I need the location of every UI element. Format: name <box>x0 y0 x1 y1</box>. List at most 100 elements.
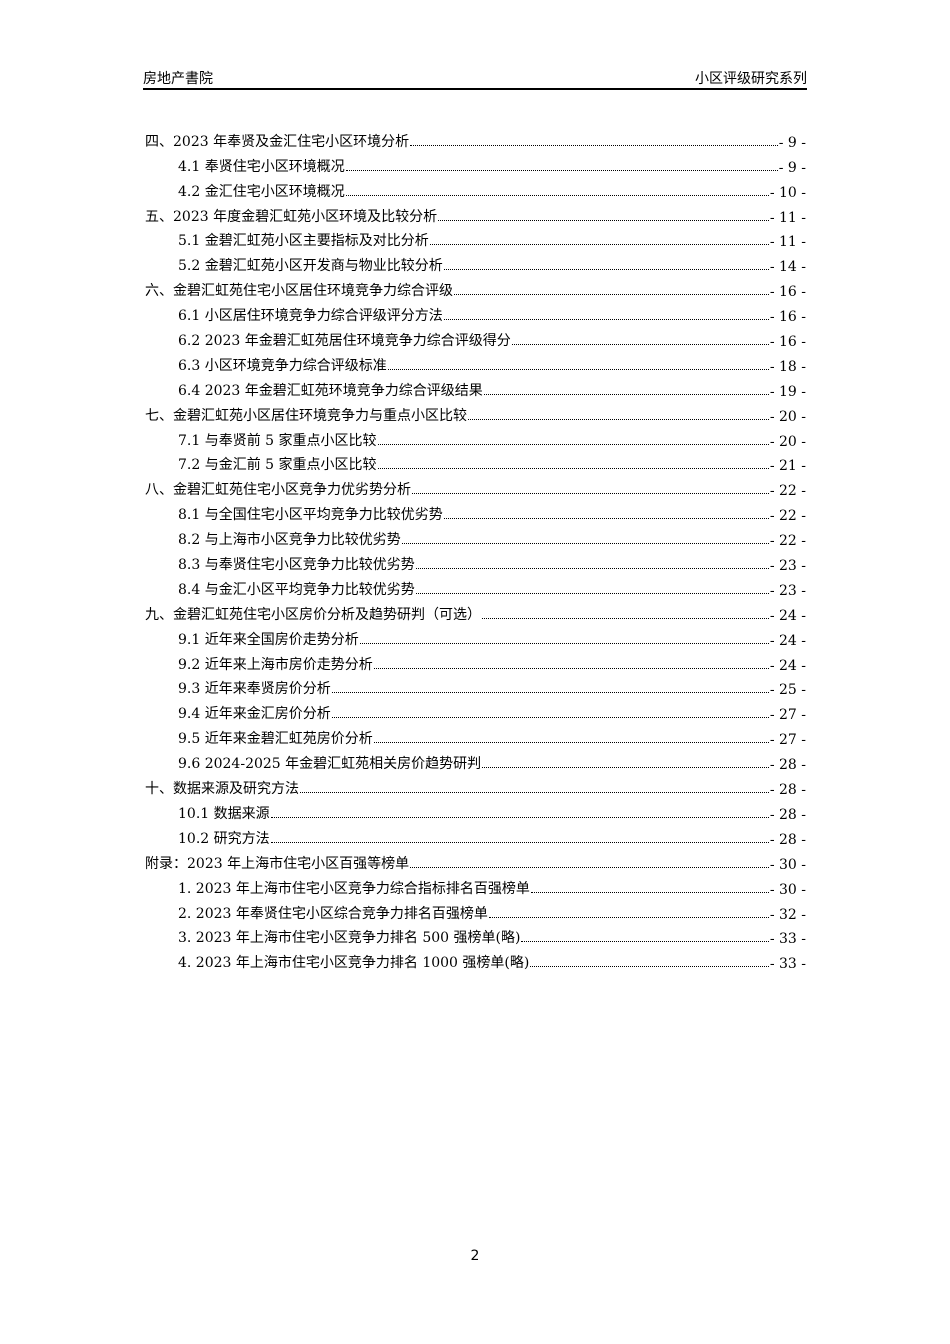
table-of-contents: 四、2023 年奉贤及金汇住宅小区环境分析 - 9 -4.1 奉贤住宅小区环境概况… <box>145 126 806 972</box>
toc-entry-title: 9.1 近年来全国房价走势分析 <box>178 631 359 648</box>
toc-entry-page: - 16 - <box>769 334 806 351</box>
toc-entry[interactable]: 8.2 与上海市小区竞争力比较优劣势 - 22 - <box>145 524 806 549</box>
toc-entry[interactable]: 四、2023 年奉贤及金汇住宅小区环境分析 - 9 - <box>145 126 806 151</box>
toc-entry[interactable]: 9.1 近年来全国房价走势分析 - 24 - <box>145 624 806 649</box>
toc-entry-page: - 19 - <box>769 383 806 400</box>
toc-entry-title: 9.2 近年来上海市房价走势分析 <box>178 656 373 673</box>
toc-entry-page: - 20 - <box>769 433 806 450</box>
toc-entry-page: - 14 - <box>769 259 806 276</box>
toc-entry-page: - 11 - <box>769 209 806 226</box>
toc-entry-page: - 9 - <box>778 134 806 151</box>
toc-entry-title: 5.2 金碧汇虹苑小区开发商与物业比较分析 <box>178 258 443 275</box>
toc-entry[interactable]: 7.1 与奉贤前 5 家重点小区比较 - 20 - <box>145 425 806 450</box>
toc-entry-title: 9.6 2024-2025 年金碧汇虹苑相关房价趋势研判 <box>178 756 482 773</box>
toc-entry[interactable]: 9.4 近年来金汇房价分析 - 27 - <box>145 698 806 723</box>
toc-entry[interactable]: 9.6 2024-2025 年金碧汇虹苑相关房价趋势研判 - 28 - <box>145 748 806 773</box>
page-number: 2 <box>470 1248 480 1264</box>
toc-entry-title: 四、2023 年奉贤及金汇住宅小区环境分析 <box>145 133 410 150</box>
toc-entry-title: 6.4 2023 年金碧汇虹苑环境竞争力综合评级结果 <box>178 382 483 399</box>
toc-dot-leader <box>331 717 769 719</box>
toc-entry[interactable]: 九、金碧汇虹苑住宅小区房价分析及趋势研判（可选） - 24 - <box>145 599 806 624</box>
toc-entry[interactable]: 十、数据来源及研究方法 - 28 - <box>145 773 806 798</box>
toc-entry[interactable]: 5.1 金碧汇虹苑小区主要指标及对比分析 - 11 - <box>145 226 806 251</box>
toc-dot-leader <box>482 767 769 769</box>
toc-entry-page: - 28 - <box>769 782 806 799</box>
toc-dot-leader <box>521 941 769 943</box>
toc-entry[interactable]: 10.2 研究方法 - 28 - <box>145 823 806 848</box>
toc-entry-title: 7.1 与奉贤前 5 家重点小区比较 <box>178 432 377 449</box>
toc-entry-page: - 27 - <box>769 732 806 749</box>
toc-entry-title: 十、数据来源及研究方法 <box>145 781 299 798</box>
toc-entry[interactable]: 9.5 近年来金碧汇虹苑房价分析 - 27 - <box>145 723 806 748</box>
toc-entry[interactable]: 六、金碧汇虹苑住宅小区居住环境竞争力综合评级 - 16 - <box>145 275 806 300</box>
toc-dot-leader <box>412 493 769 495</box>
toc-entry[interactable]: 8.4 与金汇小区平均竞争力比较优劣势 - 23 - <box>145 574 806 599</box>
toc-dot-leader <box>483 393 769 395</box>
toc-dot-leader <box>482 617 769 619</box>
toc-entry[interactable]: 8.3 与奉贤住宅小区竞争力比较优劣势 - 23 - <box>145 549 806 574</box>
header-series: 小区评级研究系列 <box>695 71 807 87</box>
toc-dot-leader <box>373 742 769 744</box>
toc-dot-leader <box>468 418 769 420</box>
toc-entry[interactable]: 4.1 奉贤住宅小区环境概况 - 9 - <box>145 151 806 176</box>
toc-dot-leader <box>401 543 769 545</box>
toc-entry-title: 6.1 小区居住环境竞争力综合评级评分方法 <box>178 308 443 325</box>
toc-entry-title: 4.1 奉贤住宅小区环境概况 <box>178 158 345 175</box>
toc-entry[interactable]: 八、金碧汇虹苑住宅小区竞争力优劣势分析 - 22 - <box>145 474 806 499</box>
toc-dot-leader <box>443 269 769 271</box>
toc-entry[interactable]: 9.2 近年来上海市房价走势分析 - 24 - <box>145 649 806 674</box>
toc-dot-leader <box>415 568 769 570</box>
toc-entry[interactable]: 3. 2023 年上海市住宅小区竞争力排名 500 强榜单(略) - 33 - <box>145 923 806 947</box>
toc-entry-title: 8.1 与全国住宅小区平均竞争力比较优劣势 <box>178 507 443 524</box>
toc-entry-title: 5.1 金碧汇虹苑小区主要指标及对比分析 <box>178 233 429 250</box>
toc-entry[interactable]: 6.1 小区居住环境竞争力综合评级评分方法 - 16 - <box>145 300 806 325</box>
toc-entry-page: - 9 - <box>778 159 806 176</box>
toc-dot-leader <box>410 144 778 146</box>
toc-entry-title: 6.3 小区环境竞争力综合评级标准 <box>178 357 387 374</box>
toc-entry-title: 五、2023 年度金碧汇虹苑小区环境及比较分析 <box>145 208 438 225</box>
toc-entry-title: 九、金碧汇虹苑住宅小区房价分析及趋势研判（可选） <box>145 606 481 623</box>
toc-entry[interactable]: 1. 2023 年上海市住宅小区竞争力综合指标排名百强榜单 - 30 - <box>145 873 806 898</box>
toc-entry-page: - 23 - <box>769 558 806 575</box>
toc-dot-leader <box>410 866 769 868</box>
toc-dot-leader <box>530 891 769 893</box>
toc-dot-leader <box>429 244 769 246</box>
toc-entry[interactable]: 8.1 与全国住宅小区平均竞争力比较优劣势 - 22 - <box>145 499 806 524</box>
toc-entry-title: 八、金碧汇虹苑住宅小区竞争力优劣势分析 <box>145 482 411 499</box>
toc-dot-leader <box>377 443 769 445</box>
toc-entry[interactable]: 七、金碧汇虹苑小区居住环境竞争力与重点小区比较 - 20 - <box>145 400 806 425</box>
toc-entry[interactable]: 4.2 金汇住宅小区环境概况 - 10 - <box>145 176 806 201</box>
toc-entry[interactable]: 附录：2023 年上海市住宅小区百强等榜单 - 30 - <box>145 848 806 873</box>
toc-entry[interactable]: 五、2023 年度金碧汇虹苑小区环境及比较分析 - 11 - <box>145 201 806 226</box>
toc-entry-page: - 18 - <box>769 358 806 375</box>
toc-entry-title: 4. 2023 年上海市住宅小区竞争力排名 1000 强榜单(略) <box>178 955 530 972</box>
toc-entry[interactable]: 6.3 小区环境竞争力综合评级标准 - 18 - <box>145 350 806 375</box>
toc-entry-page: - 22 - <box>769 508 806 525</box>
toc-entry[interactable]: 6.2 2023 年金碧汇虹苑居住环境竞争力综合评级得分 - 16 - <box>145 325 806 350</box>
toc-entry-title: 9.5 近年来金碧汇虹苑房价分析 <box>178 731 373 748</box>
toc-entry-title: 七、金碧汇虹苑小区居住环境竞争力与重点小区比较 <box>145 407 467 424</box>
toc-entry-title: 2. 2023 年奉贤住宅小区综合竞争力排名百强榜单 <box>178 905 488 922</box>
toc-dot-leader <box>331 692 769 694</box>
toc-entry-title: 六、金碧汇虹苑住宅小区居住环境竞争力综合评级 <box>145 283 453 300</box>
toc-entry[interactable]: 5.2 金碧汇虹苑小区开发商与物业比较分析 - 14 - <box>145 250 806 275</box>
toc-dot-leader <box>438 219 769 221</box>
toc-entry[interactable]: 7.2 与金汇前 5 家重点小区比较 - 21 - <box>145 450 806 474</box>
toc-dot-leader <box>443 518 769 520</box>
toc-dot-leader <box>270 841 769 843</box>
toc-entry-page: - 27 - <box>769 707 806 724</box>
toc-dot-leader <box>454 294 769 296</box>
toc-entry-page: - 24 - <box>769 607 806 624</box>
toc-entry-page: - 11 - <box>769 234 806 251</box>
toc-entry[interactable]: 6.4 2023 年金碧汇虹苑环境竞争力综合评级结果 - 19 - <box>145 375 806 400</box>
toc-entry[interactable]: 9.3 近年来奉贤房价分析 - 25 - <box>145 674 806 698</box>
toc-entry-page: - 28 - <box>769 757 806 774</box>
toc-entry[interactable]: 4. 2023 年上海市住宅小区竞争力排名 1000 强榜单(略) - 33 - <box>145 947 806 972</box>
toc-entry-title: 10.1 数据来源 <box>178 805 270 822</box>
toc-entry-page: - 10 - <box>769 184 806 201</box>
toc-entry-title: 附录：2023 年上海市住宅小区百强等榜单 <box>145 855 410 872</box>
toc-entry[interactable]: 10.1 数据来源 - 28 - <box>145 798 806 823</box>
header-publisher: 房地产書院 <box>143 71 213 87</box>
toc-entry-title: 4.2 金汇住宅小区环境概况 <box>178 183 345 200</box>
toc-entry[interactable]: 2. 2023 年奉贤住宅小区综合竞争力排名百强榜单 - 32 - <box>145 898 806 923</box>
